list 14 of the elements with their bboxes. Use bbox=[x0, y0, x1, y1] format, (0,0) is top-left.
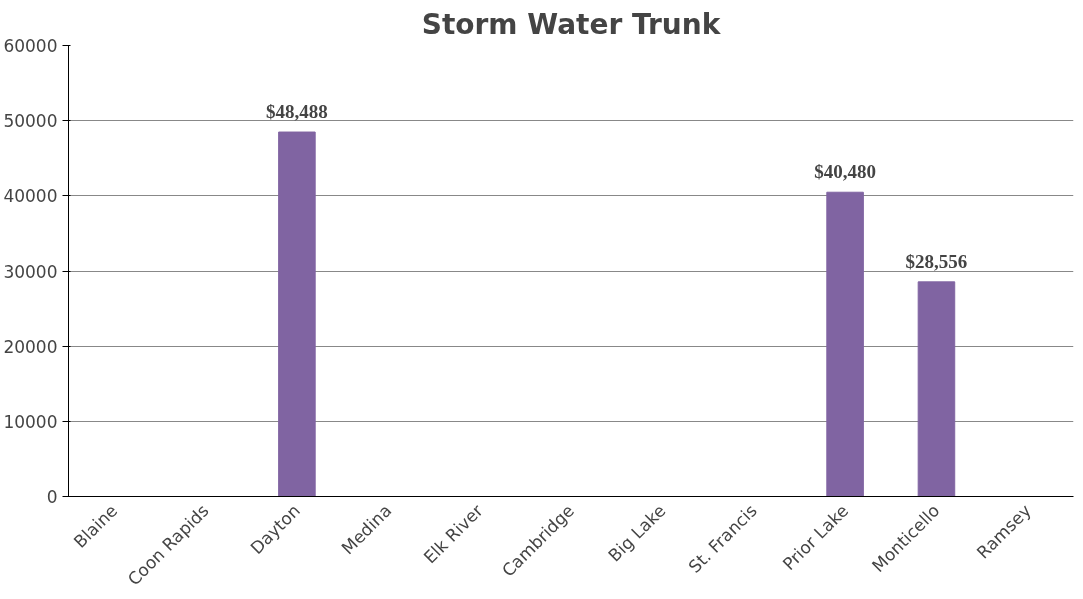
chart-title: Storm Water Trunk bbox=[421, 7, 722, 41]
y-tick-label: 30000 bbox=[3, 261, 58, 282]
bar bbox=[278, 131, 316, 497]
y-tick-label: 40000 bbox=[3, 186, 58, 207]
bar bbox=[826, 191, 864, 497]
data-label: $40,480 bbox=[814, 161, 876, 183]
data-label: $48,488 bbox=[266, 101, 328, 123]
y-tick-label: 60000 bbox=[3, 36, 58, 56]
y-tick-label: 20000 bbox=[3, 336, 58, 357]
data-label: $28,556 bbox=[905, 250, 968, 272]
bar bbox=[917, 281, 956, 497]
y-tick-label: 10000 bbox=[3, 411, 58, 432]
y-tick-label: 50000 bbox=[3, 111, 58, 132]
y-tick-label: 0 bbox=[46, 487, 58, 507]
